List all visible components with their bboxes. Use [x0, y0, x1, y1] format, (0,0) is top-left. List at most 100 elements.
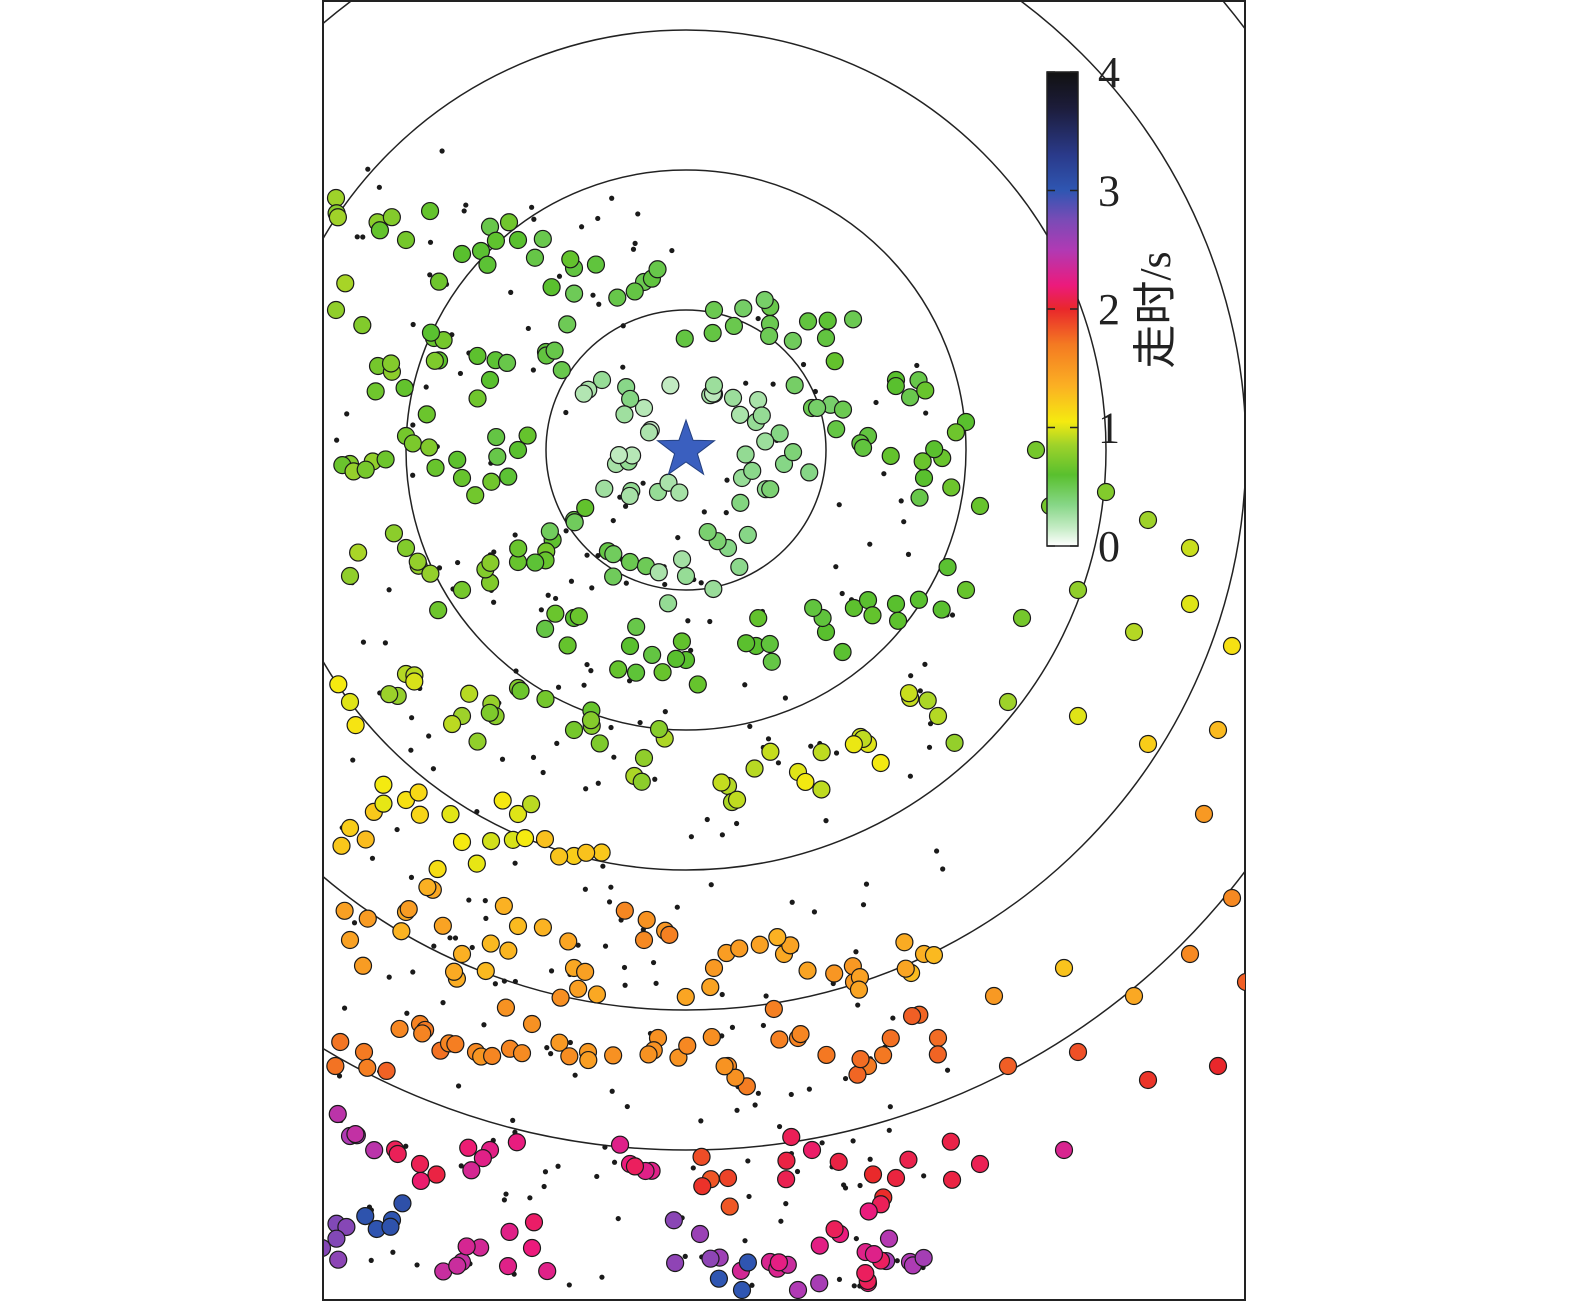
travel-time-point [932, 600, 951, 619]
station-dot [615, 1215, 621, 1222]
travel-time-point [62, 750, 79, 767]
station-dot [708, 882, 714, 888]
travel-time-point [6, 778, 23, 795]
travel-time-point [1068, 706, 1088, 726]
station-dot [567, 1039, 573, 1046]
travel-time-point [586, 255, 606, 274]
travel-time-point [634, 930, 654, 950]
travel-time-point [34, 190, 51, 207]
station-dot [682, 1253, 688, 1259]
travel-time-point [526, 553, 545, 572]
station-dot [788, 1091, 794, 1098]
travel-time-point [810, 1274, 829, 1293]
travel-time-point [610, 1135, 630, 1154]
station-dot [481, 1022, 487, 1028]
travel-time-point [174, 414, 191, 431]
travel-time-point [411, 1171, 430, 1191]
travel-time-point [928, 1045, 947, 1064]
station-dot [394, 826, 400, 833]
travel-time-point [480, 370, 500, 390]
travel-time-point [859, 1202, 878, 1221]
station-dot [719, 832, 725, 838]
range-circle [324, 2, 1245, 1151]
travel-time-point [913, 452, 932, 471]
station-dot [934, 848, 940, 854]
travel-time-point [595, 479, 614, 498]
travel-time-point [380, 685, 399, 704]
travel-time-point [542, 278, 561, 297]
travel-time-point [487, 427, 506, 447]
travel-time-point [62, 862, 79, 879]
station-dot [595, 215, 601, 222]
travel-time-point [653, 663, 672, 682]
travel-time-point [924, 945, 944, 965]
station-dot [427, 272, 433, 278]
travel-time-point [895, 933, 914, 952]
travel-time-point [405, 672, 424, 691]
travel-time-point [704, 300, 724, 320]
station-dot [685, 618, 691, 624]
travel-time-point [499, 467, 518, 486]
travel-time-point [916, 381, 935, 400]
station-dot [602, 943, 609, 949]
travel-time-point [738, 1253, 757, 1272]
travel-time-point [844, 735, 863, 754]
travel-time-point [496, 998, 516, 1017]
travel-time-point [970, 1154, 990, 1174]
station-dot [600, 863, 606, 869]
station-dot [611, 754, 617, 760]
travel-time-point [1222, 888, 1242, 908]
travel-time-point [798, 961, 817, 980]
travel-time-point [666, 1253, 685, 1273]
station-dot [482, 898, 488, 904]
travel-time-point [833, 642, 852, 662]
travel-time-point [48, 106, 65, 123]
travel-time-point [690, 1224, 710, 1244]
station-dot [794, 1168, 801, 1175]
travel-time-point [410, 1154, 430, 1174]
station-dot [457, 370, 464, 377]
travel-time-point [421, 323, 441, 342]
travel-time-point [508, 804, 528, 824]
travel-time-point [698, 522, 717, 542]
station-dot [734, 1107, 740, 1113]
travel-time-point [188, 1002, 205, 1019]
station-dot [836, 502, 842, 508]
travel-time-point [354, 1042, 374, 1062]
travel-time-point [703, 323, 722, 343]
travel-time-point [482, 472, 501, 491]
travel-time-point [62, 1114, 79, 1131]
station-dot [439, 148, 445, 154]
travel-time-point [569, 607, 588, 626]
travel-time-point [353, 956, 373, 975]
travel-time-point [399, 900, 418, 919]
travel-time-point [984, 986, 1004, 1006]
travel-time-point [429, 601, 448, 620]
station-dot [578, 224, 585, 230]
travel-time-point [620, 552, 640, 572]
station-dot [572, 1072, 578, 1078]
travel-time-point [561, 250, 580, 269]
travel-time-point [374, 794, 393, 813]
station-dot [783, 1201, 789, 1207]
station-dot [914, 362, 920, 369]
travel-time-point [476, 961, 495, 981]
travel-time-point [724, 316, 744, 336]
travel-time-point [552, 360, 571, 380]
travel-time-point [146, 78, 163, 95]
travel-time-point [796, 772, 815, 792]
station-dot [606, 899, 613, 905]
travel-time-point [678, 1036, 697, 1055]
station-dot [408, 747, 414, 753]
station-dot [588, 668, 594, 674]
travel-time-point [848, 1065, 867, 1084]
travel-time-point [202, 1114, 219, 1131]
travel-time-point [467, 854, 486, 873]
travel-time-point [676, 987, 695, 1007]
travel-time-point [460, 684, 479, 703]
station-dot [430, 766, 437, 772]
travel-time-point [886, 594, 906, 614]
travel-time-point [672, 550, 692, 569]
station-dot [545, 592, 551, 598]
